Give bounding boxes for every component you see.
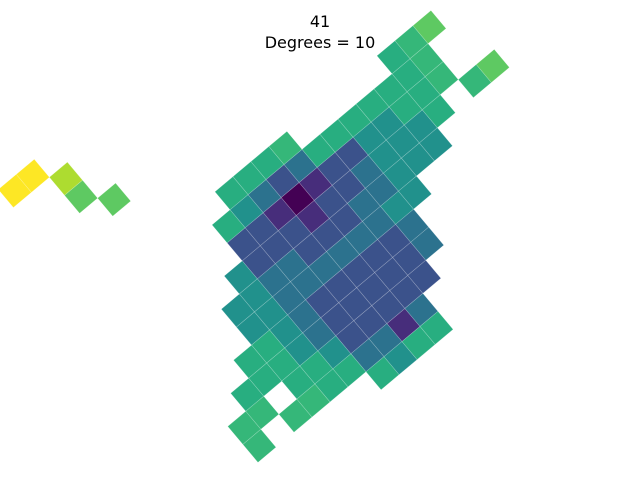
heatmap-cell <box>412 10 447 45</box>
heatmap-cell <box>421 94 456 129</box>
heatmap-cell <box>268 130 303 165</box>
heatmap-cell <box>418 127 453 162</box>
heatmap-cell <box>211 209 246 244</box>
heatmap-cell <box>424 61 459 96</box>
heatmap-cell <box>242 428 277 463</box>
heatmap-cell <box>401 326 436 360</box>
heatmap-cell <box>410 226 445 261</box>
heatmap-cell <box>365 356 400 391</box>
heatmap-cell <box>398 175 432 210</box>
heatmap-cell <box>48 161 83 196</box>
heatmap-cell <box>296 383 331 418</box>
heatmap-cell <box>475 48 510 83</box>
chart-title: 41 <box>309 12 331 31</box>
heatmap-cell <box>407 259 442 294</box>
chart-subtitle: Degrees = 10 <box>264 33 376 52</box>
heatmap-cell <box>97 182 132 217</box>
heatmap-cell <box>214 176 249 211</box>
heatmap-cell <box>0 173 32 208</box>
heatmap-cells <box>0 10 510 463</box>
